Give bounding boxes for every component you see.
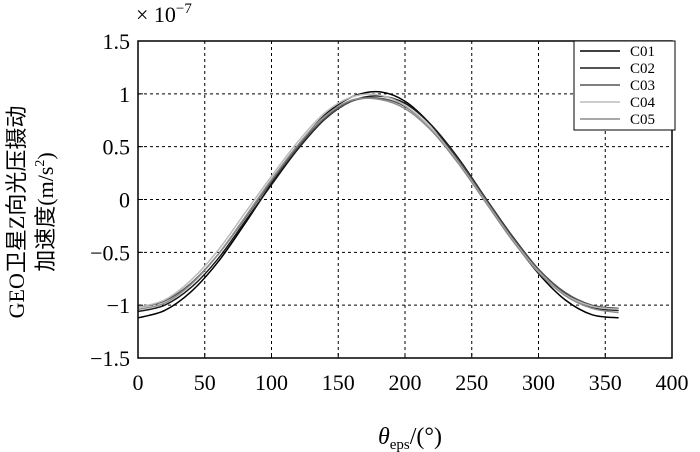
series-line-c01 — [137, 90, 619, 319]
y-axis-label-line2: 加速度(m/s2) — [33, 152, 58, 271]
y-tick-label: 1 — [119, 82, 130, 107]
series-layer — [137, 90, 619, 319]
y-multiplier: × 10−7 — [136, 1, 192, 27]
y-tick-label: 0 — [119, 188, 130, 213]
y-tick-label: −1.5 — [90, 346, 130, 371]
tick-layer: 0 50 100 150 200 250 300 350 400 −1.5 −1 −0.5 0 0.5 1 1… — [90, 29, 688, 395]
multiplier-exponent: −7 — [176, 1, 192, 17]
series-line-c05 — [137, 97, 619, 314]
multiplier-base: × 10 — [136, 2, 176, 27]
x-tick-label: 50 — [194, 370, 216, 395]
y-tick-label: 1.5 — [103, 29, 131, 54]
legend-label-c04: C04 — [630, 95, 656, 111]
x-tick-label: 200 — [389, 370, 422, 395]
legend-label-c02: C02 — [630, 61, 655, 77]
y-tick-label: 0.5 — [103, 135, 131, 160]
x-tick-label: 350 — [589, 370, 622, 395]
y-axis-label-close: ) — [33, 152, 58, 159]
y-tick-label: −0.5 — [90, 240, 130, 265]
x-tick-label: 100 — [255, 370, 288, 395]
legend-label-c01: C01 — [630, 44, 655, 60]
x-axis-label: θeps/(°) — [378, 424, 442, 452]
x-axis-label-symbol: θ — [378, 424, 390, 450]
y-axis-label-line1: GEO卫星Z向光压摄动 — [4, 106, 29, 319]
legend-label-c05: C05 — [630, 112, 655, 128]
x-tick-label: 400 — [656, 370, 689, 395]
x-tick-label: 250 — [455, 370, 488, 395]
y-axis-label-unit: 加速度(m/s — [33, 167, 58, 272]
x-axis-label-sub: eps — [390, 437, 410, 452]
y-axis-label: GEO卫星Z向光压摄动 加速度(m/s2) — [4, 106, 58, 319]
y-axis-label-sup: 2 — [33, 160, 48, 167]
legend-label-c03: C03 — [630, 78, 655, 94]
x-axis-label-unit: /(°) — [410, 424, 442, 450]
series-line-c03 — [137, 96, 619, 310]
x-tick-label: 0 — [133, 370, 144, 395]
x-tick-label: 150 — [322, 370, 355, 395]
x-tick-label: 300 — [522, 370, 555, 395]
y-tick-label: −1 — [107, 293, 130, 318]
